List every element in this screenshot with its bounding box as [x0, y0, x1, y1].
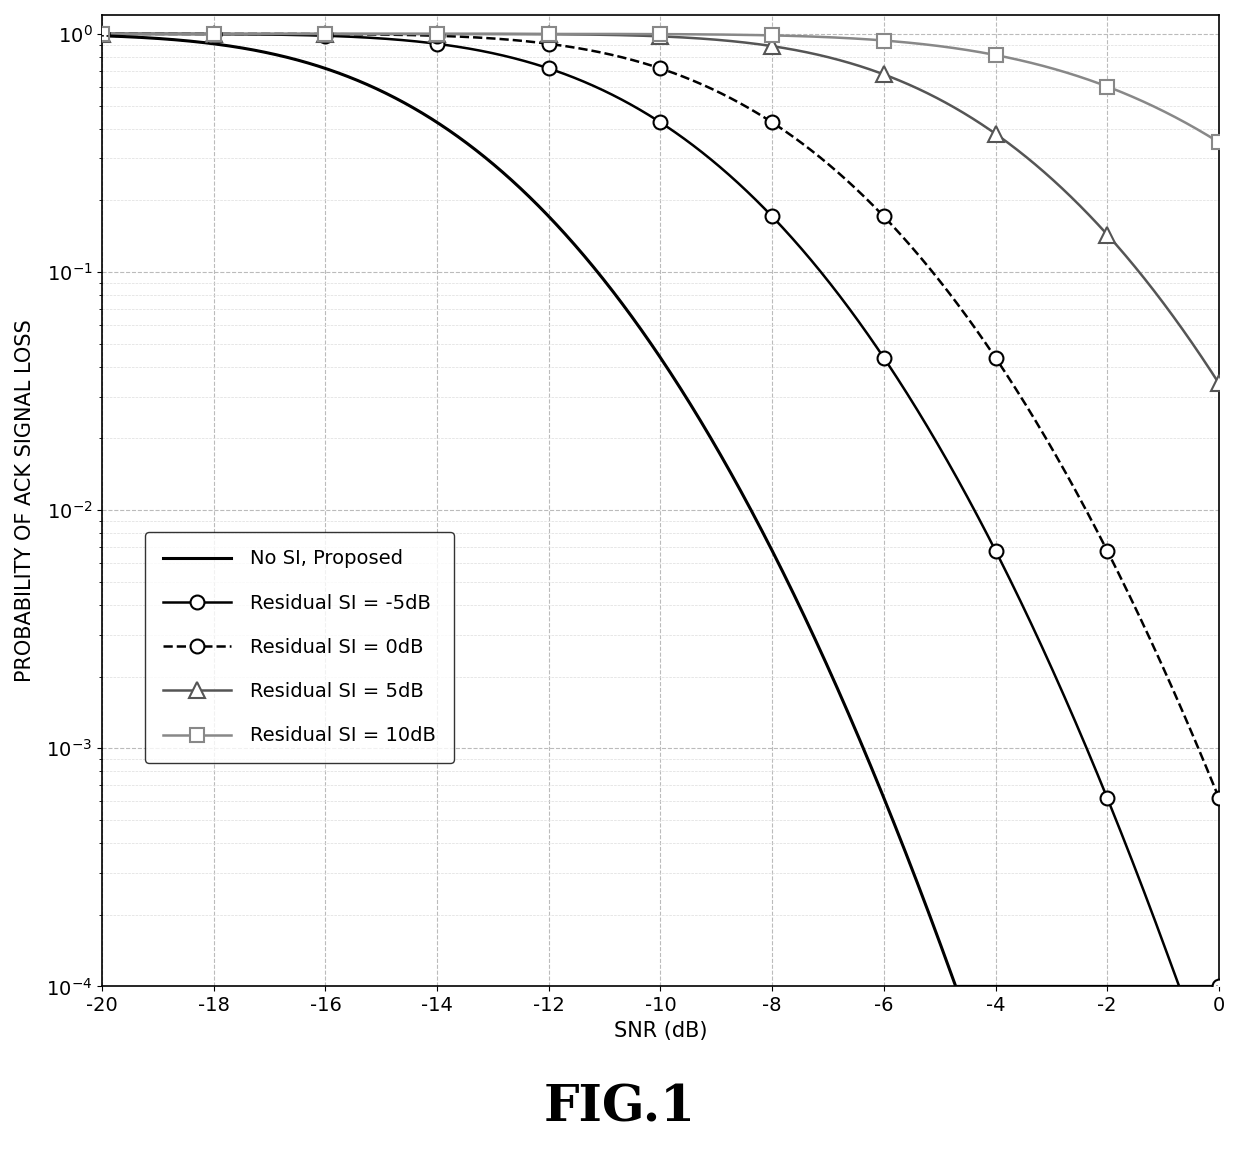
X-axis label: SNR (dB): SNR (dB) — [614, 1021, 707, 1040]
Text: FIG.1: FIG.1 — [544, 1084, 696, 1133]
Legend: No SI, Proposed, Residual SI = -5dB, Residual SI = 0dB, Residual SI = 5dB, Resid: No SI, Proposed, Residual SI = -5dB, Res… — [145, 531, 454, 762]
Y-axis label: PROBABILITY OF ACK SIGNAL LOSS: PROBABILITY OF ACK SIGNAL LOSS — [15, 319, 35, 682]
